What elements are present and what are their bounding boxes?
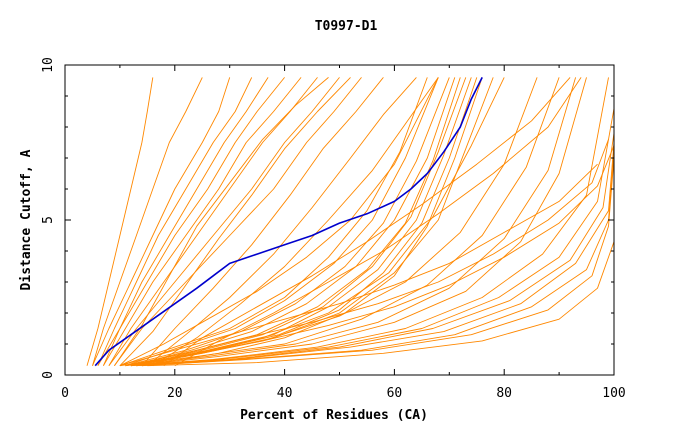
x-tick-label: 40 — [277, 386, 293, 401]
series-line-2 — [92, 77, 203, 366]
series-line-18 — [136, 77, 472, 367]
series-line-39 — [152, 77, 439, 367]
series-line-38 — [174, 77, 582, 367]
ticks-layer: 0 20 40 60 80 100 0 5 10 — [41, 57, 626, 401]
y-tick-label: 5 — [41, 216, 56, 224]
series-line-6 — [102, 77, 285, 366]
series-layer — [86, 77, 615, 367]
series-line-29 — [136, 133, 615, 367]
series-line-5 — [97, 77, 269, 366]
series-line-13 — [125, 77, 439, 367]
series-line-12 — [119, 77, 428, 367]
series-line-37 — [163, 77, 571, 367]
x-tick-label: 20 — [167, 386, 183, 401]
series-line-1 — [86, 77, 154, 366]
series-line-4 — [97, 77, 253, 366]
highlight-series-line — [94, 77, 483, 367]
series-line-25 — [130, 77, 577, 367]
series-line-11 — [119, 77, 439, 367]
y-tick-label: 0 — [41, 371, 56, 379]
series-line-43 — [119, 77, 351, 367]
series-line-15 — [130, 77, 456, 367]
y-tick-label: 10 — [41, 57, 56, 73]
series-line-35 — [125, 139, 609, 367]
series-line-22 — [125, 77, 505, 367]
series-line-10 — [114, 77, 362, 366]
series-line-30 — [136, 142, 615, 367]
chart-title: T0997-D1 — [315, 19, 378, 34]
series-line-24 — [125, 77, 560, 367]
series-line-27 — [130, 77, 609, 367]
series-line-26 — [136, 77, 587, 367]
x-tick-label: 100 — [602, 386, 625, 401]
x-axis-label: Percent of Residues (CA) — [240, 408, 428, 423]
x-tick-label: 80 — [496, 386, 512, 401]
x-tick-label: 60 — [387, 386, 403, 401]
series-line-42 — [114, 77, 329, 366]
series-line-40 — [147, 77, 417, 367]
series-line-41 — [141, 77, 384, 366]
series-line-34 — [119, 163, 598, 367]
series-line-17 — [136, 77, 467, 367]
series-line-20 — [141, 77, 483, 367]
series-line-32 — [141, 157, 615, 367]
x-tick-label: 0 — [61, 386, 69, 401]
series-line-8 — [108, 77, 318, 366]
series-line-14 — [125, 77, 450, 367]
series-line-7 — [103, 77, 302, 366]
series-line-23 — [119, 77, 538, 367]
series-line-3 — [92, 77, 231, 366]
series-line-36 — [130, 145, 615, 367]
series-line-31 — [141, 151, 615, 367]
series-line-28 — [130, 108, 615, 367]
series-line-33 — [147, 189, 615, 367]
y-axis-label: Distance Cutoff, A — [19, 149, 34, 290]
series-line-9 — [108, 77, 340, 366]
